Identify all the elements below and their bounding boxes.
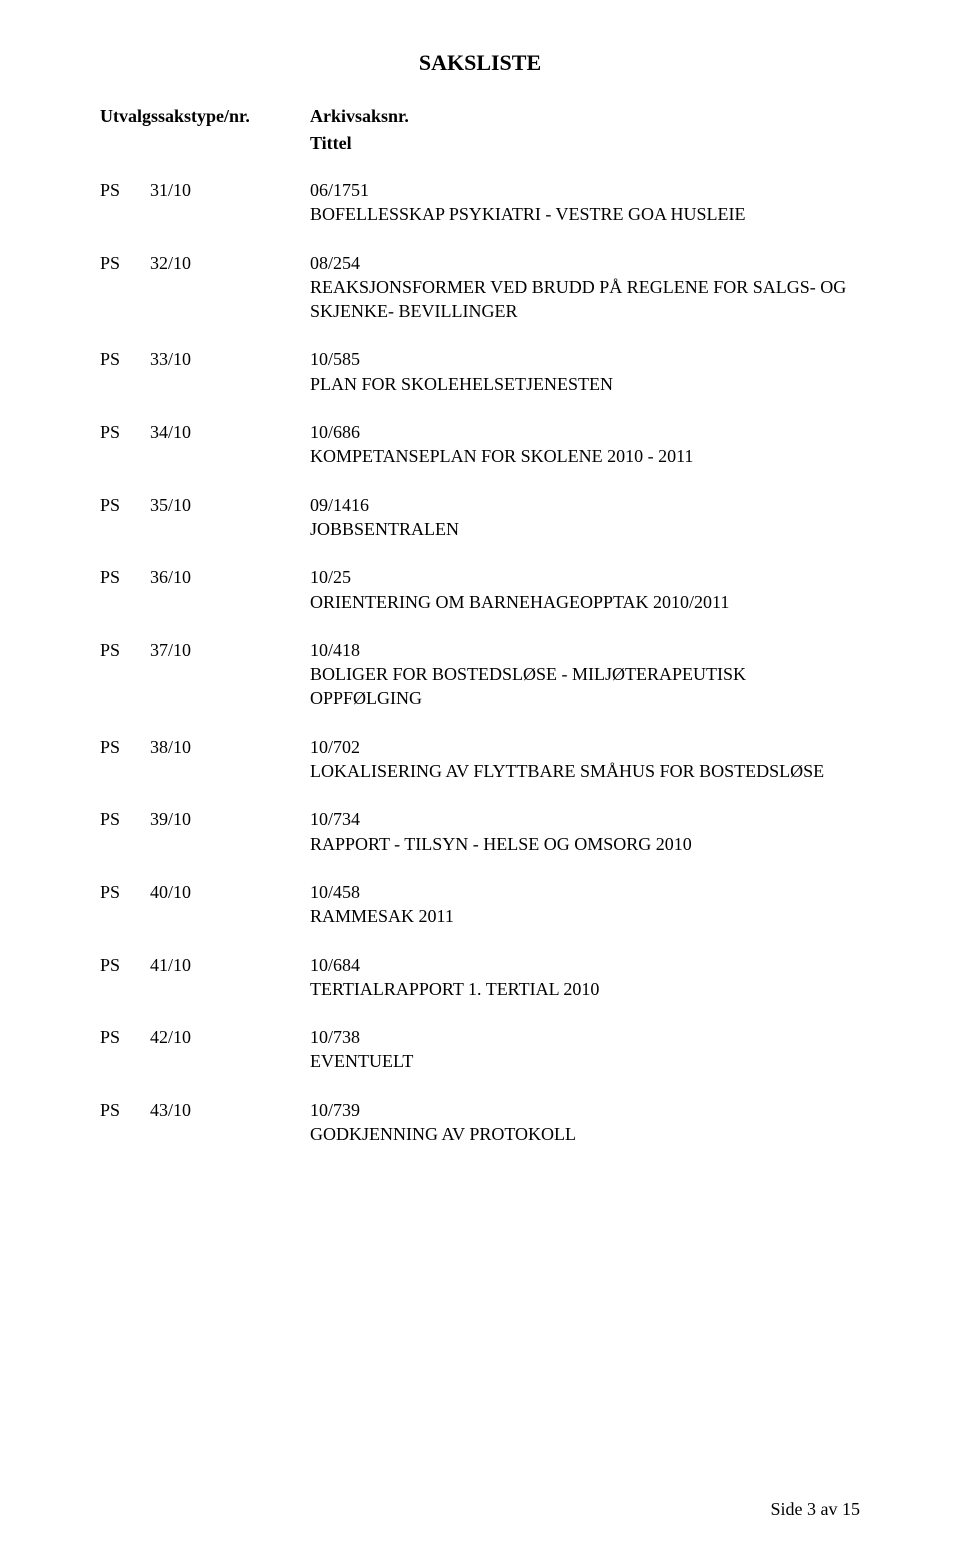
entry-ps: PS xyxy=(100,880,150,929)
entry-number: 37/10 xyxy=(150,638,310,711)
entry-body: 10/25ORIENTERING OM BARNEHAGEOPPTAK 2010… xyxy=(310,565,860,614)
entry-number: 31/10 xyxy=(150,178,310,227)
entry-ps: PS xyxy=(100,251,150,324)
entry-number: 33/10 xyxy=(150,347,310,396)
entry-number: 40/10 xyxy=(150,880,310,929)
entry-body: 10/702LOKALISERING AV FLYTTBARE SMÅHUS F… xyxy=(310,735,860,784)
entry-arkiv: 10/418 xyxy=(310,638,860,662)
entry-body: 10/458RAMMESAK 2011 xyxy=(310,880,860,929)
entry-row: PS38/1010/702LOKALISERING AV FLYTTBARE S… xyxy=(100,735,860,784)
entry-row: PS35/1009/1416JOBBSENTRALEN xyxy=(100,493,860,542)
entry-number: 42/10 xyxy=(150,1025,310,1074)
entry-ps: PS xyxy=(100,953,150,1002)
entry-body: 09/1416JOBBSENTRALEN xyxy=(310,493,860,542)
entry-list: PS31/1006/1751BOFELLESSKAP PSYKIATRI - V… xyxy=(100,178,860,1146)
entry-row: PS41/1010/684TERTIALRAPPORT 1. TERTIAL 2… xyxy=(100,953,860,1002)
entry-body: 10/418BOLIGER FOR BOSTEDSLØSE - MILJØTER… xyxy=(310,638,860,711)
entry-number: 36/10 xyxy=(150,565,310,614)
column-header-row: Utvalgssakstype/nr. Arkivsaksnr. xyxy=(100,106,860,127)
entry-row: PS37/1010/418BOLIGER FOR BOSTEDSLØSE - M… xyxy=(100,638,860,711)
entry-title: BOFELLESSKAP PSYKIATRI - VESTRE GOA HUSL… xyxy=(310,202,860,226)
entry-row: PS43/1010/739GODKJENNING AV PROTOKOLL xyxy=(100,1098,860,1147)
entry-row: PS33/1010/585PLAN FOR SKOLEHELSETJENESTE… xyxy=(100,347,860,396)
entry-title: TERTIALRAPPORT 1. TERTIAL 2010 xyxy=(310,977,860,1001)
entry-ps: PS xyxy=(100,493,150,542)
entry-row: PS40/1010/458RAMMESAK 2011 xyxy=(100,880,860,929)
entry-body: 10/739GODKJENNING AV PROTOKOLL xyxy=(310,1098,860,1147)
entry-row: PS42/1010/738EVENTUELT xyxy=(100,1025,860,1074)
entry-ps: PS xyxy=(100,735,150,784)
entry-row: PS31/1006/1751BOFELLESSKAP PSYKIATRI - V… xyxy=(100,178,860,227)
entry-title: RAPPORT - TILSYN - HELSE OG OMSORG 2010 xyxy=(310,832,860,856)
entry-row: PS39/1010/734RAPPORT - TILSYN - HELSE OG… xyxy=(100,807,860,856)
entry-arkiv: 10/739 xyxy=(310,1098,860,1122)
entry-title: GODKJENNING AV PROTOKOLL xyxy=(310,1122,860,1146)
entry-number: 43/10 xyxy=(150,1098,310,1147)
entry-body: 10/585PLAN FOR SKOLEHELSETJENESTEN xyxy=(310,347,860,396)
entry-arkiv: 08/254 xyxy=(310,251,860,275)
entry-row: PS36/1010/25ORIENTERING OM BARNEHAGEOPPT… xyxy=(100,565,860,614)
entry-body: 08/254REAKSJONSFORMER VED BRUDD PÅ REGLE… xyxy=(310,251,860,324)
entry-title: PLAN FOR SKOLEHELSETJENESTEN xyxy=(310,372,860,396)
entry-number: 39/10 xyxy=(150,807,310,856)
entry-title: REAKSJONSFORMER VED BRUDD PÅ REGLENE FOR… xyxy=(310,275,860,324)
entry-row: PS32/1008/254REAKSJONSFORMER VED BRUDD P… xyxy=(100,251,860,324)
entry-body: 10/684TERTIALRAPPORT 1. TERTIAL 2010 xyxy=(310,953,860,1002)
entry-arkiv: 10/585 xyxy=(310,347,860,371)
entry-title: JOBBSENTRALEN xyxy=(310,517,860,541)
entry-ps: PS xyxy=(100,565,150,614)
entry-title: RAMMESAK 2011 xyxy=(310,904,860,928)
entry-ps: PS xyxy=(100,347,150,396)
entry-ps: PS xyxy=(100,1025,150,1074)
entry-number: 38/10 xyxy=(150,735,310,784)
entry-arkiv: 10/684 xyxy=(310,953,860,977)
entry-title: ORIENTERING OM BARNEHAGEOPPTAK 2010/2011 xyxy=(310,590,860,614)
header-utvalg: Utvalgssakstype/nr. xyxy=(100,106,310,127)
entry-title: EVENTUELT xyxy=(310,1049,860,1073)
entry-number: 32/10 xyxy=(150,251,310,324)
page-title: SAKSLISTE xyxy=(100,50,860,76)
entry-arkiv: 10/702 xyxy=(310,735,860,759)
entry-ps: PS xyxy=(100,420,150,469)
entry-arkiv: 10/738 xyxy=(310,1025,860,1049)
entry-body: 10/738EVENTUELT xyxy=(310,1025,860,1074)
entry-number: 34/10 xyxy=(150,420,310,469)
entry-ps: PS xyxy=(100,1098,150,1147)
header-tittel: Tittel xyxy=(310,133,860,154)
entry-title: LOKALISERING AV FLYTTBARE SMÅHUS FOR BOS… xyxy=(310,759,860,783)
entry-arkiv: 06/1751 xyxy=(310,178,860,202)
entry-row: PS34/1010/686KOMPETANSEPLAN FOR SKOLENE … xyxy=(100,420,860,469)
entry-ps: PS xyxy=(100,807,150,856)
entry-number: 41/10 xyxy=(150,953,310,1002)
entry-arkiv: 10/458 xyxy=(310,880,860,904)
entry-arkiv: 10/25 xyxy=(310,565,860,589)
entry-number: 35/10 xyxy=(150,493,310,542)
page-footer: Side 3 av 15 xyxy=(771,1499,861,1520)
entry-arkiv: 09/1416 xyxy=(310,493,860,517)
entry-ps: PS xyxy=(100,178,150,227)
entry-body: 06/1751BOFELLESSKAP PSYKIATRI - VESTRE G… xyxy=(310,178,860,227)
entry-title: KOMPETANSEPLAN FOR SKOLENE 2010 - 2011 xyxy=(310,444,860,468)
entry-ps: PS xyxy=(100,638,150,711)
entry-title: BOLIGER FOR BOSTEDSLØSE - MILJØTERAPEUTI… xyxy=(310,662,860,711)
entry-arkiv: 10/686 xyxy=(310,420,860,444)
entry-body: 10/686KOMPETANSEPLAN FOR SKOLENE 2010 - … xyxy=(310,420,860,469)
header-arkiv: Arkivsaksnr. xyxy=(310,106,860,127)
entry-arkiv: 10/734 xyxy=(310,807,860,831)
entry-body: 10/734RAPPORT - TILSYN - HELSE OG OMSORG… xyxy=(310,807,860,856)
